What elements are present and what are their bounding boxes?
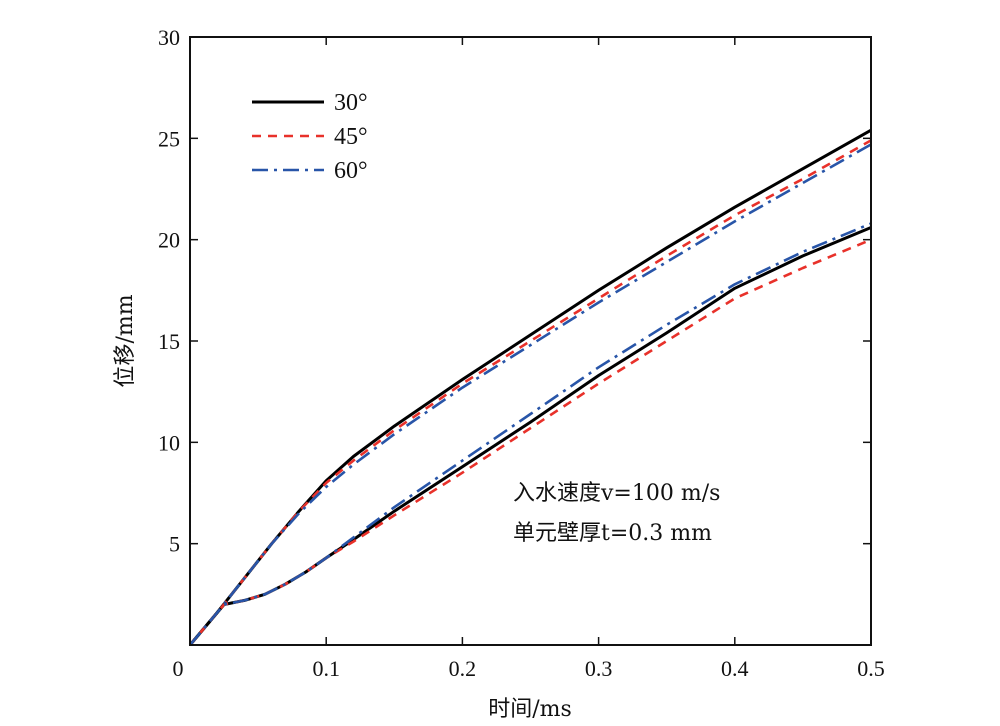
y-tick-label: 15 [158, 329, 180, 354]
x-tick-label: 0.4 [721, 656, 749, 681]
annotation-wall-thickness: 单元壁厚t=0.3 mm [513, 521, 712, 546]
x-tick-label: 0.3 [585, 656, 613, 681]
series-line-30deg-lower [188, 226, 872, 646]
axis-ticks [190, 37, 871, 645]
annotation-water-entry-speed: 入水速度v=100 m/s [513, 481, 720, 506]
y-tick-label: 20 [158, 228, 180, 253]
legend-label: 30° [334, 90, 368, 116]
x-tick-label: 0.1 [312, 656, 340, 681]
x-tick-label: 0.2 [449, 656, 477, 681]
series-curves [188, 128, 872, 646]
origin-tick-label: 0 [173, 656, 184, 681]
plot-frame [189, 36, 872, 646]
legend-label: 45° [334, 124, 368, 150]
legend: 30° 45° 60° [252, 90, 368, 184]
series-line-45deg-lower [189, 238, 872, 646]
series-line-60deg-lower [189, 222, 872, 646]
y-tick-label: 5 [169, 532, 180, 557]
series-line-45deg-upper [189, 139, 872, 646]
y-tick-label: 10 [158, 430, 180, 455]
x-tick-label: 0.5 [857, 656, 885, 681]
y-tick-label: 25 [158, 126, 180, 151]
tick-labels: 0.1 0.2 0.3 0.4 0.5 5 10 15 20 25 30 [158, 25, 885, 681]
y-tick-label: 30 [158, 25, 180, 50]
series-line-30deg-upper [188, 128, 872, 646]
legend-label: 60° [334, 158, 368, 184]
x-axis-title: 时间/ms [488, 697, 572, 722]
y-axis-title: 位移/mm [113, 294, 138, 387]
series-line-60deg-upper [189, 143, 872, 646]
